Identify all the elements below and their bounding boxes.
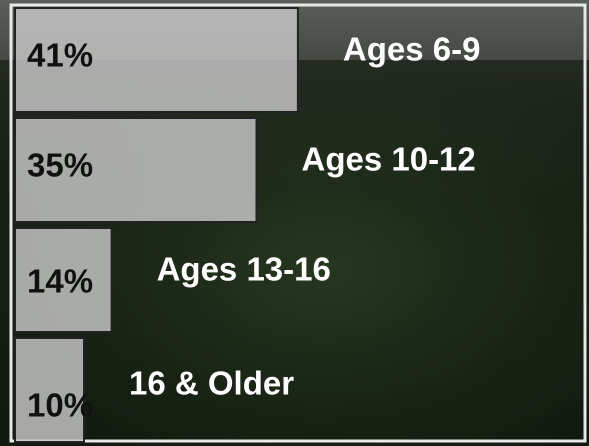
category-label: 16 & Older bbox=[129, 365, 294, 402]
value-label: 10% bbox=[27, 387, 93, 424]
chart: 41% Ages 6-9 35% Ages 10-12 14% Ages 13-16 10%… bbox=[0, 0, 589, 446]
value-label: 14% bbox=[27, 263, 93, 300]
category-label: Ages 10-12 bbox=[302, 141, 476, 178]
value-label: 35% bbox=[27, 147, 93, 184]
page: 41% Ages 6-9 35% Ages 10-12 14% Ages 13-16 10%… bbox=[0, 0, 589, 446]
category-label: Ages 6-9 bbox=[343, 31, 481, 68]
value-label: 41% bbox=[27, 37, 93, 74]
category-label: Ages 13-16 bbox=[157, 251, 331, 288]
